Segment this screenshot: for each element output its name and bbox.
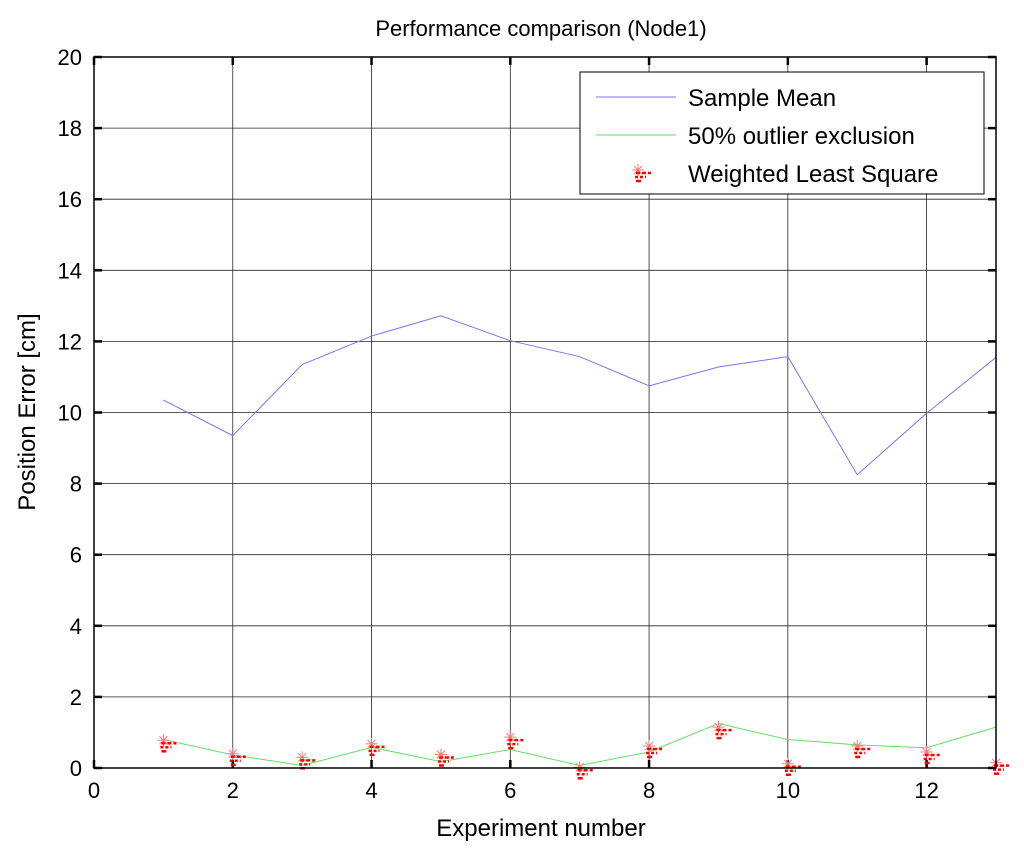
legend-label-sample-mean: Sample Mean [688, 85, 836, 112]
y-tick-label: 16 [58, 187, 82, 212]
data-point-marker [851, 739, 871, 759]
y-tick-label: 8 [70, 472, 82, 497]
y-tick-label: 12 [58, 329, 82, 354]
y-tick-label: 20 [58, 45, 82, 70]
x-tick-label: 10 [776, 778, 800, 803]
series-line-1 [163, 723, 997, 767]
y-tick-label: 6 [70, 543, 82, 568]
x-axis-label: Experiment number [436, 815, 645, 842]
data-point-marker [712, 721, 732, 740]
data-point-marker [781, 757, 801, 776]
y-tick-label: 4 [70, 614, 82, 639]
data-point-marker [920, 746, 940, 765]
legend: Sample Mean 50% outlier exclusion Weight… [579, 71, 985, 195]
y-tick-labels: 0 2 4 6 8 10 12 14 16 18 20 [58, 45, 82, 781]
y-tick-label: 2 [70, 685, 82, 710]
data-point-marker [990, 756, 1009, 775]
x-tick-label: 4 [365, 778, 377, 803]
series-layer [157, 315, 1009, 780]
legend-label-outlier-exclusion: 50% outlier exclusion [688, 123, 915, 150]
y-tick-label: 10 [58, 401, 82, 426]
legend-swatch-weighted-least-square [632, 164, 651, 183]
y-tick-label: 14 [58, 258, 82, 283]
plot-area-frame [93, 56, 997, 769]
data-point-marker [157, 734, 177, 753]
x-tick-label: 12 [914, 778, 938, 803]
legend-label-weighted-least-square: Weighted Least Square [688, 161, 938, 188]
series-line-0 [163, 315, 997, 476]
data-point-marker [365, 737, 385, 757]
legend-marker-glyph [632, 164, 651, 183]
data-point-marker [434, 748, 454, 767]
data-point-marker [504, 731, 524, 750]
data-point-marker [296, 751, 316, 770]
x-tick-label: 2 [227, 778, 239, 803]
x-tick-label: 6 [504, 778, 516, 803]
data-point-marker [643, 739, 663, 759]
y-axis-label: Position Error [cm] [14, 313, 41, 510]
legend-box [579, 71, 985, 195]
data-point-marker [226, 747, 246, 767]
x-tick-label: 0 [88, 778, 100, 803]
x-tick-label: 8 [643, 778, 655, 803]
chart-title: Performance comparison (Node1) [375, 16, 706, 41]
x-tick-labels: 0 2 4 6 8 10 12 [88, 778, 939, 803]
y-tick-label: 18 [58, 116, 82, 141]
y-tick-label: 0 [70, 756, 82, 781]
